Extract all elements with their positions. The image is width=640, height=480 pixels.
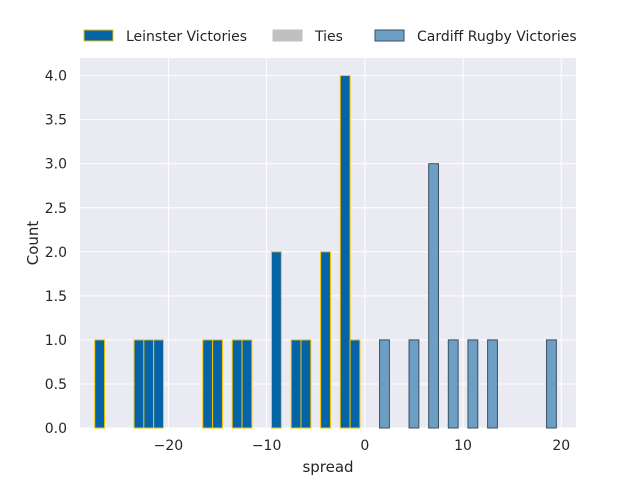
y-tick-label: 2.5	[45, 201, 67, 217]
bar-leinster-victories	[320, 251, 331, 429]
x-axis-label: spread	[302, 458, 353, 476]
y-tick-label: 3.5	[45, 113, 67, 129]
x-axis-ticks: −20 −10 0 10 20	[154, 438, 571, 454]
bar-leinster-victories	[349, 339, 361, 429]
bar-leinster-victories	[300, 339, 312, 429]
legend-label: Leinster Victories	[126, 29, 247, 45]
y-axis-label: Count	[24, 221, 42, 266]
bar-leinster-victories	[143, 339, 155, 429]
bar-leinster-victories	[290, 339, 302, 429]
y-tick-label: 4.0	[45, 69, 67, 85]
bar-leinster-victories	[339, 75, 351, 429]
bar-leinster-victories	[271, 251, 282, 429]
y-tick-label: 2.0	[45, 245, 67, 261]
y-axis-ticks: 0.0 0.5 1.0 1.5 2.0 2.5 3.0 3.5 4.0	[45, 69, 67, 437]
legend-swatch	[272, 29, 303, 42]
bar-leinster-victories	[202, 339, 214, 429]
bar-leinster-victories	[212, 339, 223, 429]
bar-cardiff-rugby-victories	[487, 339, 498, 429]
bar-leinster-victories	[153, 339, 164, 429]
legend-swatch	[374, 29, 405, 42]
bar-cardiff-rugby-victories	[447, 339, 459, 429]
bar-cardiff-rugby-victories	[408, 339, 420, 429]
y-tick-label: 1.0	[45, 333, 67, 349]
y-tick-label: 3.0	[45, 157, 67, 173]
bar-cardiff-rugby-victories	[546, 339, 557, 429]
x-tick-label: −10	[252, 438, 282, 454]
x-tick-label: 0	[360, 438, 369, 454]
y-tick-label: 0.0	[45, 421, 67, 437]
bar-leinster-victories	[231, 339, 243, 429]
x-tick-label: 20	[552, 438, 570, 454]
legend: Leinster Victories Ties Cardiff Rugby Vict…	[83, 29, 577, 45]
bar-leinster-victories	[241, 339, 253, 429]
legend-label: Ties	[314, 29, 343, 45]
x-tick-label: −20	[154, 438, 184, 454]
bar-cardiff-rugby-victories	[428, 163, 439, 429]
bars	[94, 75, 557, 429]
bar-cardiff-rugby-victories	[467, 339, 479, 429]
bar-leinster-victories	[94, 339, 106, 429]
y-tick-label: 1.5	[45, 289, 67, 305]
bar-leinster-victories	[133, 339, 145, 429]
bar-cardiff-rugby-victories	[379, 339, 390, 429]
legend-label: Cardiff Rugby Victories	[417, 29, 577, 45]
y-tick-label: 0.5	[45, 377, 67, 393]
x-tick-label: 10	[454, 438, 472, 454]
legend-swatch	[83, 29, 114, 42]
